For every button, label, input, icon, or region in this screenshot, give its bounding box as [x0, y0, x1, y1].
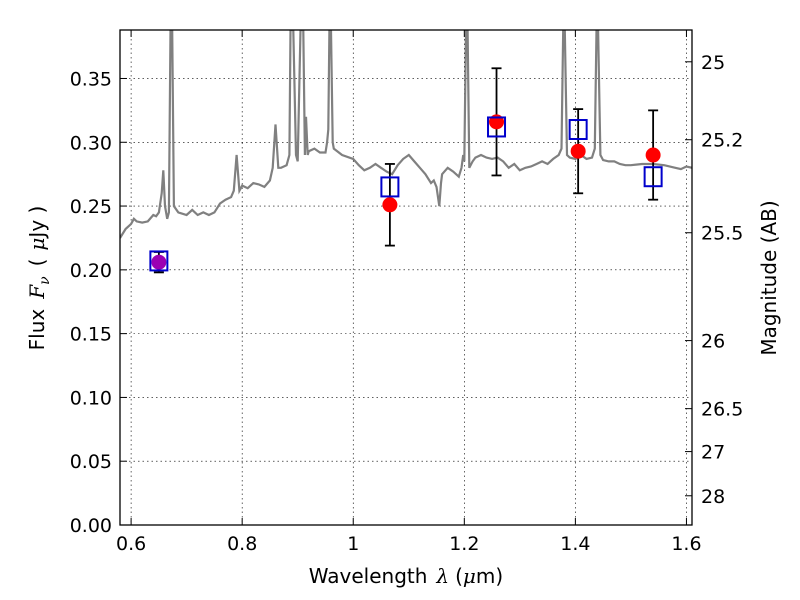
- observed-flux-point: [151, 254, 167, 270]
- y-tick-label: 0.00: [70, 515, 112, 537]
- y-tick-label: 0.15: [70, 324, 112, 346]
- x-tick-label: 1.4: [560, 533, 590, 555]
- y-axis-title: Flux Fν ( μJy ): [25, 206, 53, 351]
- model-flux-square: [643, 166, 663, 188]
- model-flux-square: [487, 116, 507, 138]
- y-title-symbol: F: [25, 284, 49, 300]
- y-title-subscript: ν: [37, 276, 53, 285]
- y-title-unit-mu: μ: [25, 238, 49, 251]
- y-tick-label: 0.05: [70, 451, 112, 473]
- y2-tick-label: 25.5: [701, 223, 743, 245]
- x-tick-label: 0.8: [227, 533, 257, 555]
- observed-flux-point: [382, 197, 398, 213]
- y-tick-label: 0.20: [70, 260, 112, 282]
- y2-tick-label: 27: [701, 442, 725, 464]
- x-tick-label: 1.2: [449, 533, 479, 555]
- model-spectrum: [120, 30, 692, 239]
- x-title-unit-rest: m): [476, 564, 503, 588]
- x-tick-label: 0.6: [116, 533, 146, 555]
- y2-tick-label: 26.5: [701, 399, 743, 421]
- y-tick-label: 0.30: [70, 132, 112, 154]
- x-tick-label: 1.6: [671, 533, 701, 555]
- x-tick-label: 1: [347, 533, 359, 555]
- y2-tick-label: 25: [701, 52, 725, 74]
- grid-lines: [120, 30, 692, 525]
- y2-tick-label: 25.2: [701, 130, 743, 152]
- y-title-unit-open: (: [25, 259, 49, 267]
- model-flux-square: [380, 176, 400, 198]
- x-title-prefix: Wavelength: [309, 564, 428, 588]
- x-axis-title: Wavelength λ (μm): [309, 564, 503, 588]
- x-axis: 0.6 0.8 1 1.2 1.4 1.6: [116, 30, 702, 555]
- model-flux-square: [568, 119, 588, 141]
- y2-axis: 25 25.2 25.5 26 26.5 27 28: [685, 52, 743, 508]
- observed-flux-point: [570, 143, 586, 159]
- y-tick-label: 0.10: [70, 387, 112, 409]
- x-title-unit-open: (: [455, 564, 463, 588]
- y-title-prefix: Flux: [25, 309, 49, 351]
- model-flux-square: [149, 250, 169, 272]
- y2-tick-label: 26: [701, 331, 725, 353]
- y-tick-label: 0.35: [70, 68, 112, 90]
- observed-flux-point: [645, 147, 661, 163]
- y2-axis-title: Magnitude (AB): [757, 200, 781, 355]
- plot-frame: [119, 29, 693, 526]
- error-bars: [153, 67, 659, 274]
- y-title-unit-rest: Jy ): [25, 206, 49, 240]
- model-spectrum-line: [120, 30, 692, 239]
- x-title-symbol: λ: [435, 564, 449, 588]
- y2-tick-label: 28: [701, 486, 725, 508]
- photometry-points: [149, 114, 663, 272]
- y-tick-label: 0.25: [70, 196, 112, 218]
- x-title-unit-mu: μ: [463, 564, 476, 588]
- y-axis: 0.00 0.05 0.10 0.15 0.20 0.25 0.30 0.35: [70, 68, 127, 537]
